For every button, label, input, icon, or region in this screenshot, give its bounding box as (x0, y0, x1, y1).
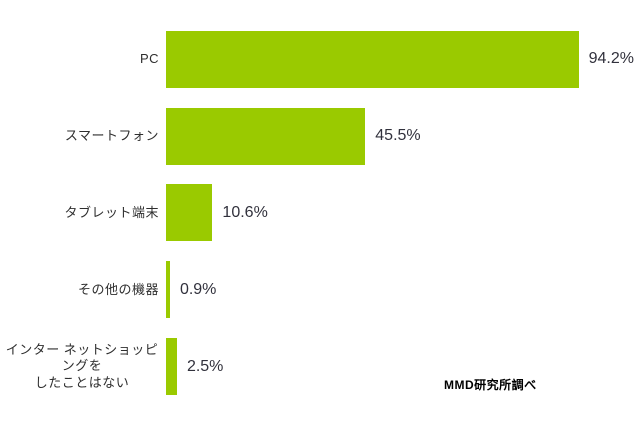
category-label: その他の機器 (77, 281, 159, 297)
value-label: 0.9% (179, 280, 217, 298)
value-label: 10.6% (222, 203, 268, 221)
bar-area: 10.6% (166, 184, 604, 242)
category-label: PC (139, 51, 159, 67)
category-label: スマートフォン (64, 128, 159, 144)
value-label: 45.5% (375, 127, 421, 145)
bar (166, 338, 177, 396)
bar (166, 107, 366, 165)
chart-plot-area: PC 94.2% スマートフォン 45.5% タブレット端末 10.6% その他… (0, 21, 640, 405)
value-label: 94.2% (588, 50, 634, 68)
source-caption: MMD研究所調べ (444, 378, 537, 392)
bar-row: その他の機器 0.9% (0, 251, 640, 328)
value-label: 2.5% (186, 357, 224, 375)
category-label: タブレット端末 (64, 204, 159, 220)
bar-area: 2.5% (166, 338, 604, 396)
bar-row: PC 94.2% (0, 21, 640, 98)
bar-area: 94.2% (166, 30, 634, 88)
bar-row: インター ネットショッピングを したことはない 2.5% (0, 328, 640, 405)
bar (166, 261, 170, 319)
bar (166, 30, 579, 88)
category-label-line2: したことはない (34, 374, 130, 390)
category-label-line1: インター ネットショッピングを (5, 342, 159, 374)
bar-area: 45.5% (166, 107, 604, 165)
bar (166, 184, 213, 242)
bar-row: スマートフォン 45.5% (0, 98, 640, 175)
category-label: インター ネットショッピングを したことはない (0, 342, 166, 391)
bar-row: タブレット端末 10.6% (0, 175, 640, 252)
bar-area: 0.9% (166, 261, 604, 319)
